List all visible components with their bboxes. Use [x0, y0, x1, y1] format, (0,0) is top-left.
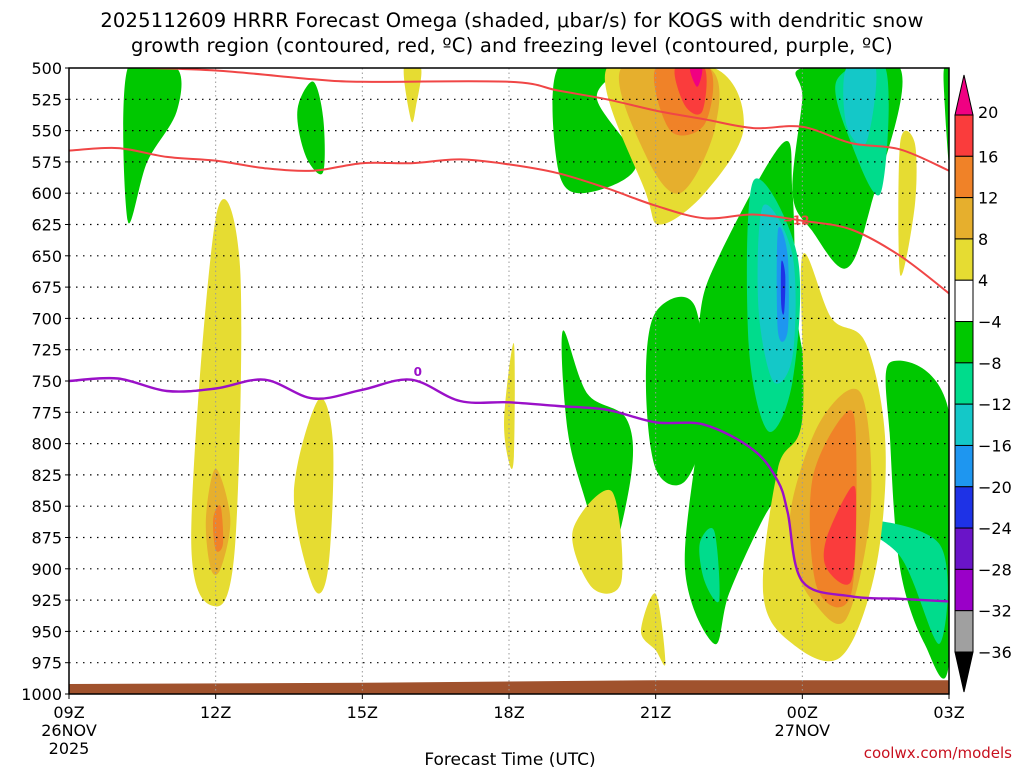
x-tick-label-21Z: 21Z [640, 703, 671, 722]
colorbar-box-8 [954, 444, 974, 488]
omega-region-31 [212, 505, 224, 552]
y-tick-label-525: 525 [31, 90, 62, 109]
colorbar-label-4: 4 [978, 271, 988, 290]
omega-region-18 [293, 398, 334, 594]
surface-ground [69, 680, 949, 694]
title-line-2: growth region (contoured, red, ºC) and f… [131, 34, 893, 57]
y-tick-label-950: 950 [31, 622, 62, 641]
title-line-1: 2025112609 HRRR Forecast Omega (shaded, … [100, 9, 924, 32]
colorbar-label-13: −36 [978, 643, 1012, 662]
y-tick-label-650: 650 [31, 247, 62, 266]
colorbar-box-12 [954, 610, 974, 653]
colorbar-box-5 [954, 321, 974, 364]
colorbar-top-arrow [954, 74, 974, 116]
x-date-label-00Z: 27NOV [775, 721, 831, 740]
colorbar-label-10: −24 [978, 519, 1012, 538]
colorbar-box-9 [954, 486, 974, 529]
omega-region-9 [845, 518, 948, 644]
y-axis: 500 525 550 575 600 625 650 675 700 725 750 775 800 8… [21, 59, 69, 704]
y-tick-label-900: 900 [31, 560, 62, 579]
colorbar-box-10 [954, 527, 974, 570]
omega-region-19 [403, 68, 422, 123]
grid-lines [69, 68, 949, 694]
omega-region-33 [823, 485, 857, 585]
omega-region-17 [191, 199, 242, 607]
omega-region-6 [645, 296, 705, 486]
omega-region-22 [641, 593, 666, 666]
y-tick-label-550: 550 [31, 122, 62, 141]
colorbar-label-0: 20 [978, 103, 998, 122]
colorbar-label-5: −4 [978, 313, 1002, 332]
chart-title: 2025112609 HRRR Forecast Omega (shaded, … [0, 8, 1024, 58]
freezing-level-line [69, 376, 949, 603]
y-tick-label-775: 775 [31, 403, 62, 422]
freezing-level-label: 0 [414, 365, 422, 379]
omega-region-11 [699, 528, 720, 603]
isotherm-contours: −12 0 [69, 68, 949, 603]
colorbar-label-11: −28 [978, 560, 1012, 579]
x-year-label-09Z: 2025 [49, 739, 90, 758]
y-tick-label-700: 700 [31, 309, 62, 328]
colorbar-bottom-arrow [954, 651, 974, 693]
y-tick-label-750: 750 [31, 372, 62, 391]
colorbar-label-12: −32 [978, 602, 1012, 621]
y-tick-label-800: 800 [31, 435, 62, 454]
omega-region-21 [572, 489, 623, 594]
y-tick-label-825: 825 [31, 466, 62, 485]
omega-region-25 [898, 130, 917, 276]
omega-region-0 [123, 68, 182, 224]
colorbar-label-6: −8 [978, 354, 1002, 373]
y-tick-label-600: 600 [31, 184, 62, 203]
colorbar-box-4 [954, 279, 974, 323]
omega-region-4 [943, 68, 949, 162]
omega-shading [123, 68, 949, 679]
colorbar-label-2: 12 [978, 189, 998, 208]
y-tick-label-875: 875 [31, 529, 62, 548]
x-tick-label-18Z: 18Z [493, 703, 524, 722]
colorbar-box-1 [954, 155, 974, 199]
y-tick-label-575: 575 [31, 153, 62, 172]
y-tick-label-925: 925 [31, 591, 62, 610]
y-tick-label-850: 850 [31, 497, 62, 516]
colorbar-label-1: 16 [978, 147, 998, 166]
surface-terrain [69, 680, 949, 694]
isotherm-label: −12 [783, 214, 810, 228]
credit-text: coolwx.com/models [864, 744, 1012, 762]
colorbar-label-9: −20 [978, 478, 1012, 497]
x-date-label-09Z: 26NOV [41, 721, 97, 740]
y-tick-label-625: 625 [31, 216, 62, 235]
colorbar-box-2 [954, 197, 974, 240]
x-tick-label-15Z: 15Z [347, 703, 378, 722]
colorbar-label-7: −12 [978, 395, 1012, 414]
isotherm-minus12-lower [69, 146, 949, 295]
y-tick-label-975: 975 [31, 654, 62, 673]
y-tick-label-1000: 1000 [21, 685, 62, 704]
colorbar-box-7 [954, 403, 974, 446]
omega-region-34 [689, 68, 703, 87]
colorbar-label-8: −16 [978, 436, 1012, 455]
colorbar-box-11 [954, 568, 974, 612]
omega-region-13 [843, 68, 877, 146]
colorbar-box-0 [954, 114, 974, 157]
x-axis-title: Forecast Time (UTC) [424, 750, 595, 768]
colorbar-label-3: 8 [978, 230, 988, 249]
isotherm-minus12-upper [123, 68, 949, 172]
x-tick-label-09Z: 09Z [53, 703, 84, 722]
y-tick-label-675: 675 [31, 278, 62, 297]
x-tick-label-03Z: 03Z [933, 703, 964, 722]
y-tick-label-500: 500 [31, 59, 62, 78]
colorbar-box-6 [954, 362, 974, 405]
y-tick-label-725: 725 [31, 341, 62, 360]
omega-region-1 [297, 81, 325, 175]
x-tick-label-12Z: 12Z [200, 703, 231, 722]
colorbar-box-3 [954, 238, 974, 281]
colorbar: 20 16 12 8 4 −4 −8 −12 −16 −20 −24 −28 −32 −36 [954, 74, 1012, 693]
x-tick-label-00Z: 00Z [787, 703, 818, 722]
